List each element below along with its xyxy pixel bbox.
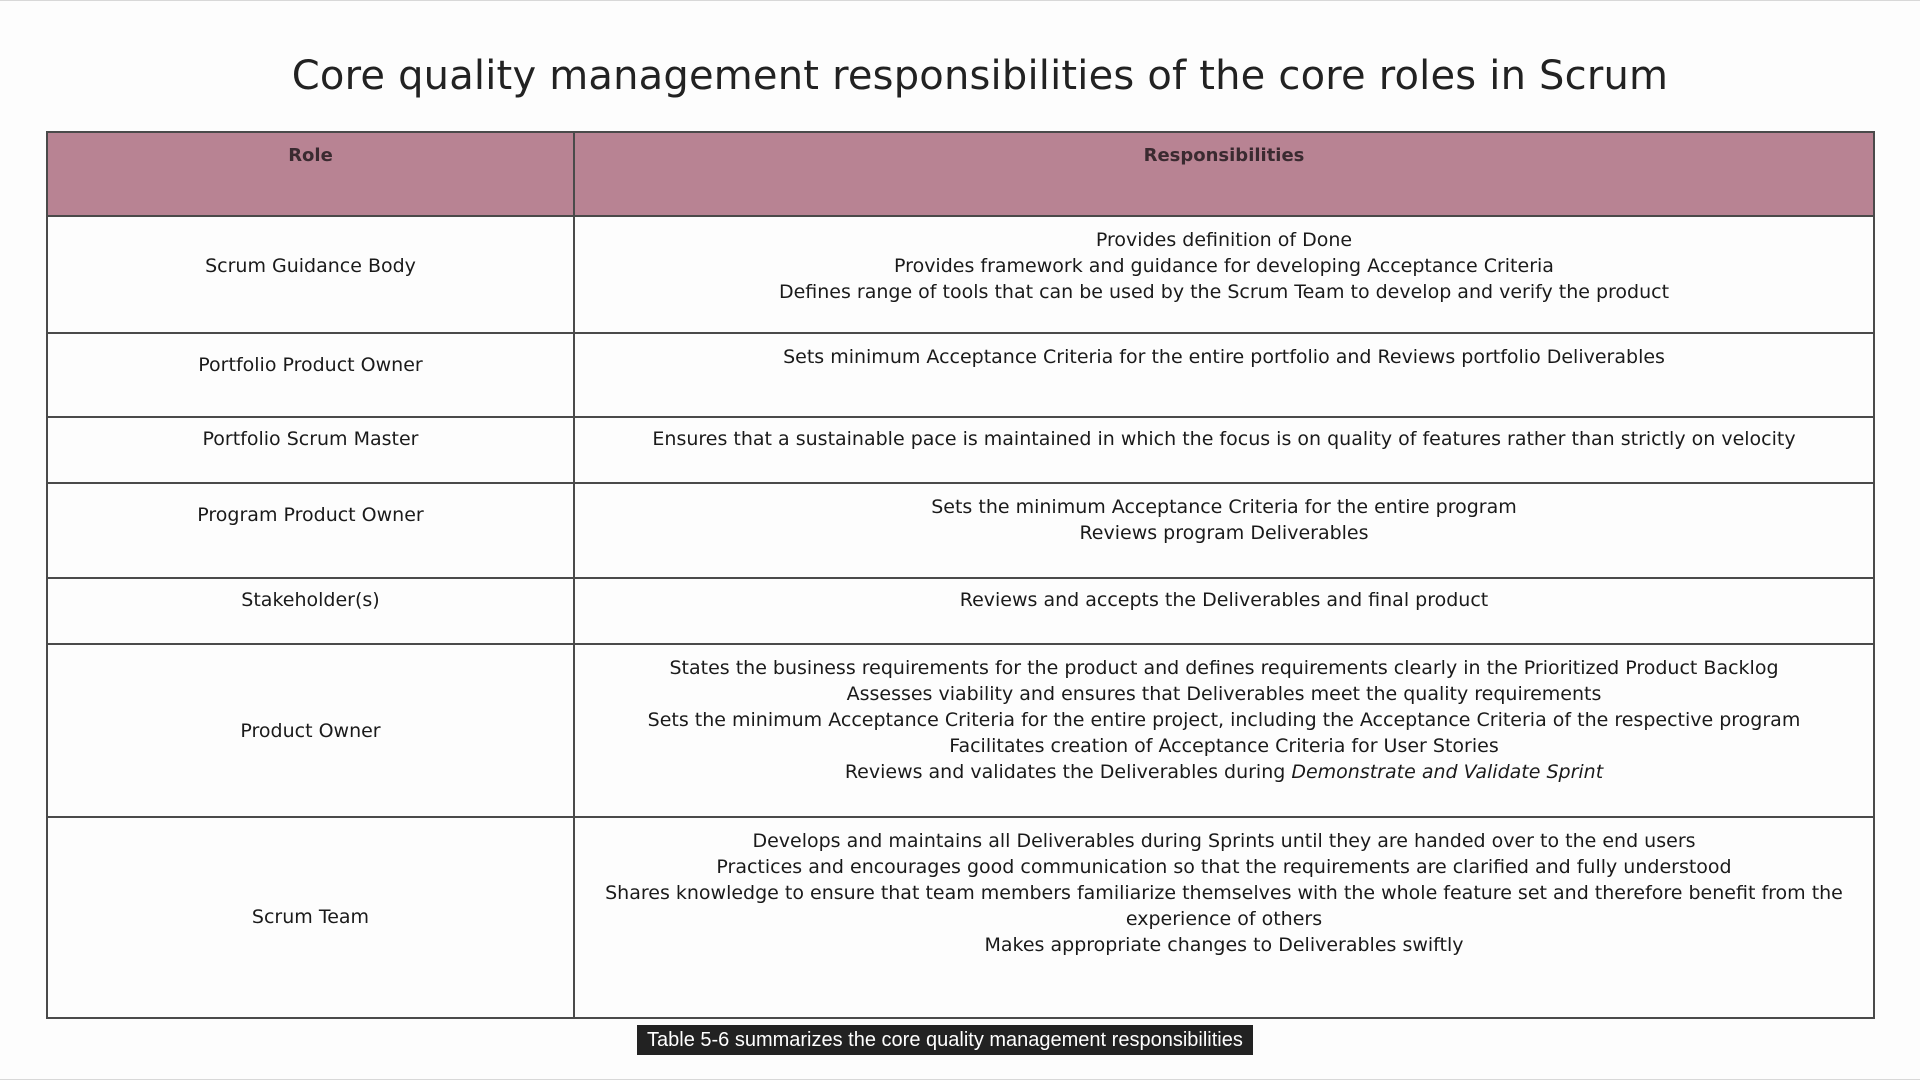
responsibility-line: States the business requirements for the… [669,657,1779,680]
responsibility-line: Reviews and accepts the Deliverables and… [959,588,1489,611]
role-cell: Scrum Guidance Body [46,215,575,334]
header-responsibilities: Responsibilities [573,131,1875,217]
role-cell: Product Owner [46,643,575,818]
header-role: Role [46,131,575,217]
responsibilities-table-container: Role Responsibilities Scrum Guidance Bod… [46,131,1875,1020]
responsibility-line: Shares knowledge to ensure that team mem… [605,881,1843,930]
responsibility-line: Sets minimum Acceptance Criteria for the… [783,345,1665,368]
slide-title: Core quality management responsibilities… [291,53,1669,99]
role-cell: Portfolio Scrum Master [46,415,575,485]
responsibility-line-italic: Demonstrate and Validate Sprint [1291,761,1604,784]
responsibility-line: Reviews program Deliverables [1079,522,1369,545]
role-cell: Program Product Owner [46,482,575,579]
table-row: Stakeholder(s) Reviews and accepts the D… [46,576,1875,646]
table-row: Scrum Team Develops and maintains all De… [46,815,1875,1020]
table-row: Scrum Guidance Body Provides definition … [46,215,1875,334]
responsibilities-cell: Develops and maintains all Deliverables … [573,815,1875,1020]
responsibilities-cell: Sets minimum Acceptance Criteria for the… [573,331,1875,418]
responsibilities-cell: Sets the minimum Acceptance Criteria for… [573,482,1875,579]
role-cell: Portfolio Product Owner [46,331,575,418]
responsibilities-cell: Provides definition of Done Provides fra… [573,215,1875,334]
responsibility-line: Sets the minimum Acceptance Criteria for… [931,496,1517,519]
responsibility-line: Facilitates creation of Acceptance Crite… [949,735,1499,758]
subtitle-caption: Table 5-6 summarizes the core quality ma… [637,1025,1253,1055]
table-row: Product Owner States the business requir… [46,643,1875,818]
table-header-row: Role Responsibilities [46,131,1875,217]
responsibility-line: Ensures that a sustainable pace is maint… [652,427,1796,450]
responsibilities-cell: Ensures that a sustainable pace is maint… [573,415,1875,485]
responsibility-line: Defines range of tools that can be used … [778,281,1670,303]
responsibility-line: Develops and maintains all Deliverables … [752,829,1696,852]
responsibility-line: Provides definition of Done [1095,229,1353,251]
table-row: Portfolio Scrum Master Ensures that a su… [46,415,1875,485]
responsibility-line: Assesses viability and ensures that Deli… [846,683,1602,706]
responsibilities-cell: States the business requirements for the… [573,643,1875,818]
responsibility-line: Practices and encourages good communicat… [716,855,1732,878]
role-cell: Scrum Team [46,815,575,1020]
responsibility-line: Makes appropriate changes to Deliverable… [984,933,1464,956]
responsibility-line: Reviews and validates the Deliverables d… [589,759,1859,785]
responsibilities-cell: Reviews and accepts the Deliverables and… [573,576,1875,646]
role-cell: Stakeholder(s) [46,576,575,646]
responsibility-line: Provides framework and guidance for deve… [894,255,1554,277]
table-row: Program Product Owner Sets the minimum A… [46,482,1875,579]
responsibility-line: Sets the minimum Acceptance Criteria for… [647,709,1801,732]
responsibilities-table: Role Responsibilities Scrum Guidance Bod… [46,131,1875,1020]
table-row: Portfolio Product Owner Sets minimum Acc… [46,331,1875,418]
responsibility-line-prefix: Reviews and validates the Deliverables d… [844,761,1292,784]
